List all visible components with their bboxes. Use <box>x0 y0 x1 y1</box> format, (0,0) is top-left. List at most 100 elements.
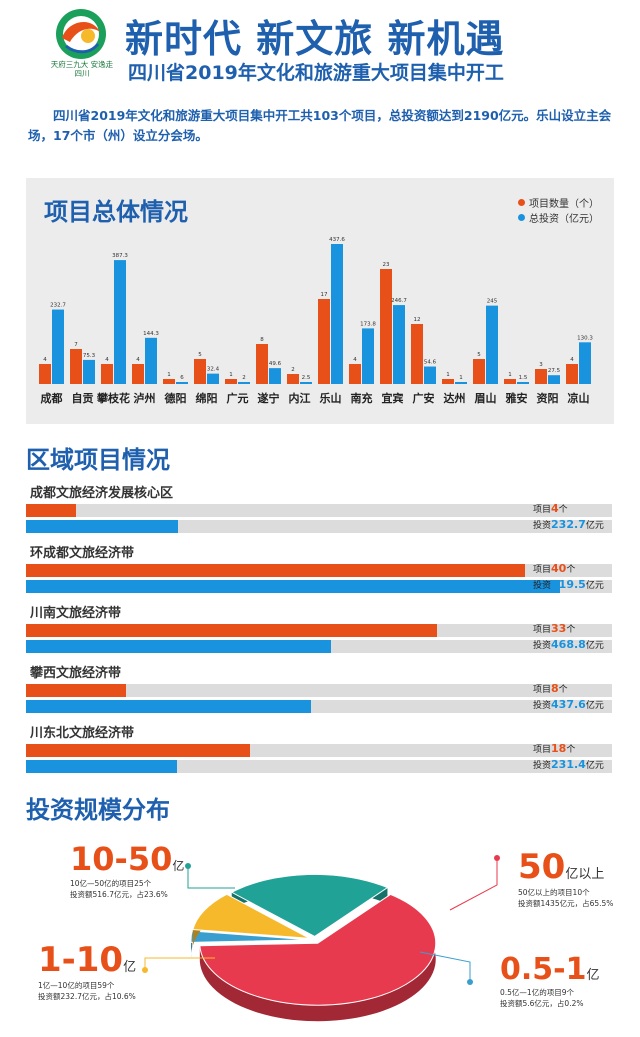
bar-investment <box>486 305 498 384</box>
bar-projects <box>411 324 423 384</box>
bar-projects <box>101 364 113 384</box>
bar-investment <box>362 328 374 384</box>
category-label: 宜宾 <box>382 391 404 405</box>
data-label-projects: 1 <box>446 372 450 378</box>
dist-1to10-note1: 1亿—10亿的项目59个 <box>38 981 115 990</box>
dist-10to50-unit: 亿 <box>172 859 185 873</box>
logo-text: 天府三九大 安逸走四川 <box>50 60 114 78</box>
data-label-projects: 1 <box>508 372 512 378</box>
region-investment-track <box>26 700 612 713</box>
bar-investment <box>207 373 219 384</box>
data-label-projects: 7 <box>74 342 78 348</box>
category-label: 凉山 <box>568 391 590 405</box>
dist-10to50-note1: 10亿—50亿的项目25个 <box>70 879 152 888</box>
category-label: 德阳 <box>164 391 187 405</box>
category-label: 南充 <box>351 391 373 405</box>
bar-projects <box>380 269 392 384</box>
bar-projects <box>535 369 547 384</box>
dist-1to10-range: 1-10 <box>38 940 124 980</box>
dist-10to50: 10-50亿 10亿—50亿的项目25个 投资额516.7亿元，占23.6% <box>70 840 184 900</box>
bar-investment <box>83 359 95 384</box>
legend-swatch-blue <box>518 214 525 221</box>
legend-label-projects: 项目数量（个） <box>529 199 599 210</box>
bar-projects <box>163 379 175 384</box>
bar-projects <box>349 364 361 384</box>
region-projects-track <box>26 624 612 637</box>
bar-projects <box>287 374 299 384</box>
bar-investment <box>424 366 436 384</box>
bar-projects <box>473 359 485 384</box>
logo-emblem <box>56 9 106 59</box>
dist-1to10-note2: 投资额232.7亿元，占10.6% <box>38 992 136 1001</box>
category-label: 成都 <box>41 391 63 405</box>
data-label-investment: 245 <box>487 299 498 305</box>
data-label-investment: 49.6 <box>269 361 282 367</box>
dist-0_5to1-note2: 投资额5.6亿元，占0.2% <box>500 999 584 1008</box>
region-investment-label: 投资819.5亿元 <box>533 578 604 591</box>
data-label-investment: 6 <box>180 375 184 381</box>
bar-investment <box>393 305 405 384</box>
category-label: 广安 <box>413 391 435 405</box>
bar-projects <box>442 379 454 384</box>
region-investment-label: 投资232.7亿元 <box>533 518 604 531</box>
data-label-projects: 4 <box>353 357 357 363</box>
data-label-investment: 75.3 <box>83 353 96 359</box>
bar-investment <box>517 382 529 384</box>
dist-50plus: 50亿以上 50亿以上的项目10个 投资额1435亿元，占65.5% <box>518 847 613 909</box>
dist-0_5to1: 0.5-1亿 0.5亿—1亿的项目9个 投资额5.6亿元，占0.2% <box>500 952 600 1009</box>
category-label: 自贡 <box>72 391 94 405</box>
bar-projects <box>39 364 51 384</box>
data-label-projects: 2 <box>291 367 295 373</box>
data-label-investment: 246.7 <box>391 298 407 304</box>
category-label: 遂宁 <box>258 391 280 405</box>
data-label-projects: 17 <box>321 292 328 298</box>
data-label-investment: 32.4 <box>207 367 220 373</box>
bar-projects <box>318 299 330 384</box>
region-investment-bar <box>26 640 332 653</box>
region-name: 成都文旅经济发展核心区 <box>30 486 174 501</box>
data-label-projects: 4 <box>43 357 47 363</box>
bar-projects <box>504 379 516 384</box>
data-label-investment: 144.3 <box>143 331 159 337</box>
category-label: 内江 <box>289 391 311 405</box>
bar-investment <box>238 382 250 384</box>
data-label-investment: 27.5 <box>548 368 561 374</box>
category-label: 广元 <box>227 391 249 405</box>
data-label-projects: 5 <box>477 352 481 358</box>
dist-0_5to1-note1: 0.5亿—1亿的项目9个 <box>500 988 574 997</box>
distribution-heading: 投资规模分布 <box>26 796 170 824</box>
page-title: 新时代 新文旅 新机遇 <box>125 17 505 61</box>
data-label-projects: 4 <box>136 357 140 363</box>
bar-investment <box>176 382 188 384</box>
region-name: 环成都文旅经济带 <box>30 546 135 561</box>
chart-legend: 项目数量（个） 总投资（亿元） <box>518 195 599 225</box>
region-projects-label: 项目33个 <box>533 622 576 635</box>
overall-heading: 项目总体情况 <box>44 198 188 226</box>
data-label-projects: 3 <box>539 362 543 368</box>
dist-1to10-unit: 亿 <box>123 960 137 975</box>
dist-1to10: 1-10亿 1亿—10亿的项目59个 投资额232.7亿元，占10.6% <box>38 940 136 1002</box>
region-name: 川南文旅经济带 <box>30 606 122 621</box>
region-projects-label: 项目18个 <box>533 742 576 755</box>
data-label-investment: 2 <box>242 375 246 381</box>
pie-slice-50plus <box>199 893 437 1006</box>
region-projects-bar <box>26 624 438 637</box>
data-label-investment: 2.5 <box>302 375 311 381</box>
data-label-investment: 232.7 <box>50 303 66 309</box>
region-projects-bar <box>26 684 126 697</box>
bar-investment <box>548 375 560 384</box>
region-investment-label: 投资437.6亿元 <box>533 698 604 711</box>
region-investment-bar <box>26 580 560 593</box>
data-label-investment: 1.5 <box>519 375 528 381</box>
bar-investment <box>269 368 281 384</box>
category-label: 资阳 <box>537 391 559 405</box>
pie-slice-0_5to1 <box>190 930 310 943</box>
region-investment-track <box>26 580 612 593</box>
dist-0_5to1-range: 0.5-1 <box>500 952 587 987</box>
bar-investment <box>455 382 467 384</box>
intro-paragraph: 四川省2019年文化和旅游重大项目集中开工共103个项目，总投资额达到2190亿… <box>28 108 612 143</box>
dist-50plus-range: 50 <box>518 847 566 887</box>
category-label: 眉山 <box>475 391 497 405</box>
bar-projects <box>566 364 578 384</box>
